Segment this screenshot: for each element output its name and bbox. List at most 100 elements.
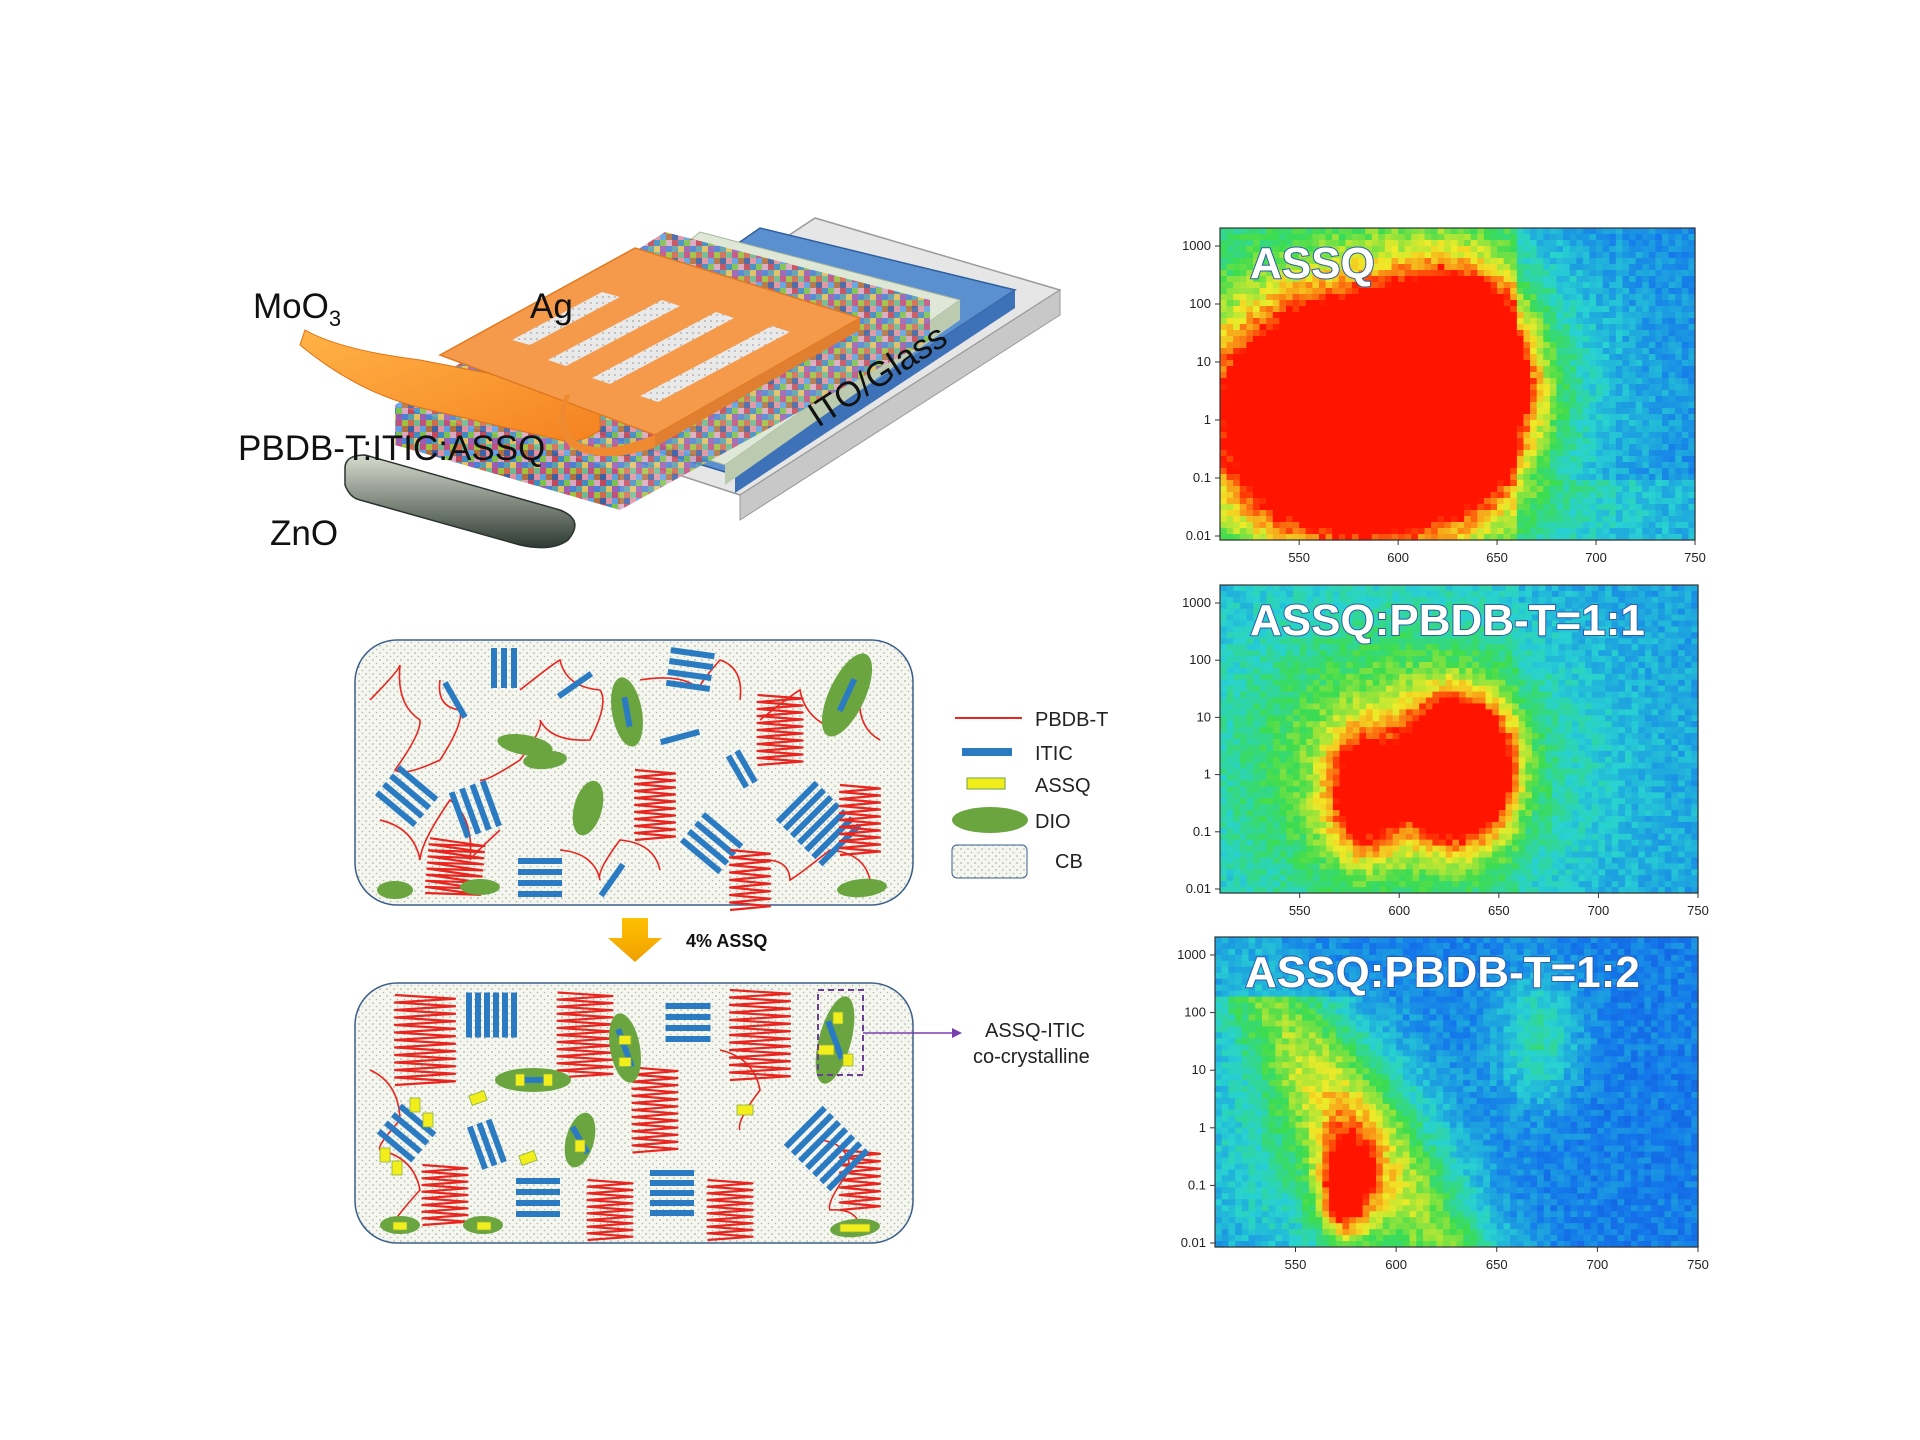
x-tick-label: 750 [1687,903,1709,918]
polymer-crystal [756,693,804,767]
y-tick-label: 1000 [1182,595,1211,610]
assq-molecule [832,1011,844,1025]
x-tick-label: 600 [1385,1257,1407,1272]
ag-electrode-side [655,318,860,447]
y-tick-label: 100 [1189,296,1211,311]
x-tick-label: 600 [1388,903,1410,918]
polymer-crystal [838,783,882,857]
active-layer-side [620,300,930,510]
x-tick-label: 750 [1687,1257,1709,1272]
legend-label-assq: ASSQ [1035,775,1091,797]
assq-molecule [543,1073,553,1087]
ag-electrode-curl [558,395,655,457]
dio-domain [497,734,553,756]
itic-molecule [556,671,594,699]
moo3-label: MoO3 [253,287,341,331]
itic-stack [679,812,744,875]
itic-stack [516,1178,560,1217]
heatmap-column: ASSQ 550 600 650 700 750 1000 100 10 1 0.1 0.01 ASSQ… [1177,227,1709,1272]
heatmap-image [1220,585,1699,894]
dio-domain [572,780,604,836]
x-tick-label: 600 [1387,550,1409,565]
assq-molecule [379,1147,391,1163]
assq-molecule [391,1160,403,1176]
x-tick-label: 550 [1289,903,1311,918]
x-tick-label: 650 [1486,1257,1508,1272]
co-crystal-highlight-box [817,989,864,1076]
heatmap-title: ASSQ:PBDB-T=1:2 [1245,948,1640,997]
itic-stack [448,779,502,839]
assq-molecule [476,1221,492,1231]
itic-stack [650,1170,694,1216]
ag-finger [640,326,790,402]
x-tick-label: 650 [1486,550,1508,565]
polymer-chain [639,659,742,701]
heatmap-title: ASSQ [1250,239,1375,288]
legend-label-cb: CB [1055,851,1083,873]
polymer-chain [559,839,661,881]
assq-molecule [392,1221,408,1231]
itic-stack [466,992,517,1038]
heatmap-panel: ASSQ:PBDB-T=1:1 550 600 650 700 750 1000 100 10 1… [1182,584,1709,918]
device-schematic: MoO3 Ag PBDB-T:ITIC:ASSQ ZnO ITO/Glass [238,217,1062,553]
y-tick-label: 0.01 [1181,1235,1206,1250]
ag-finger [592,312,734,384]
assq-molecule [842,1053,854,1067]
itic-stack [518,858,562,897]
legend-swatch-assq [966,777,1006,790]
x-tick-label: 750 [1684,550,1706,565]
glass-layer-side [739,289,1061,521]
callout-line1: ASSQ-ITIC [985,1020,1085,1042]
y-tick-label: 1 [1204,767,1211,782]
ito-layer-side [735,290,1015,493]
itic-molecule [598,862,626,898]
assq-molecule [618,1057,632,1067]
legend-label-dio: DIO [1035,811,1071,833]
itic-molecule [659,728,701,746]
y-tick-label: 0.01 [1186,881,1211,896]
arrow-label: 4% ASSQ [686,931,767,951]
heatmap-panel: ASSQ 550 600 650 700 750 1000 100 10 1 0.1 0.01 [1182,227,1706,565]
morphology-before-panel [354,639,914,912]
y-tick-label: 0.1 [1193,824,1211,839]
polymer-crystal [706,1178,754,1242]
y-tick-label: 10 [1192,1062,1206,1077]
assq-molecule [574,1139,586,1153]
x-tick-label: 650 [1488,903,1510,918]
y-tick-label: 10 [1197,354,1211,369]
legend-label-itic: ITIC [1035,743,1073,765]
y-tick-label: 1 [1204,412,1211,427]
dio-domain [460,879,500,895]
morphology-after-panel [354,982,962,1244]
itic-molecule [825,1020,845,1060]
x-tick-label: 700 [1585,550,1607,565]
y-tick-label: 100 [1189,652,1211,667]
y-tick-label: 0.1 [1193,470,1211,485]
y-tick-label: 100 [1184,1005,1206,1020]
dio-domain [523,750,567,770]
assq-molecule [817,1044,835,1056]
legend: PBDB-T ITIC ASSQ DIO CB [951,709,1108,879]
ag-finger [512,292,620,345]
polymer-crystal [421,1163,469,1227]
ag-label: Ag [530,287,573,326]
y-tick-label: 10 [1197,709,1211,724]
active-layer-front [395,405,620,510]
y-tick-label: 0.1 [1188,1177,1206,1192]
x-tick-label: 700 [1587,1257,1609,1272]
heatmap-panel: ASSQ:PBDB-T=1:2 550 600 650 700 750 1000 100 10 1… [1177,936,1709,1272]
itic-molecule [442,681,468,719]
polymer-crystal [393,993,457,1087]
assq-molecule [422,1112,434,1128]
zno-curl [344,454,576,549]
y-tick-label: 1000 [1177,947,1206,962]
y-tick-label: 0.01 [1186,528,1211,543]
polymer-crystal [728,848,772,912]
dio-domain [377,881,413,899]
legend-swatch-cb [951,844,1028,879]
heatmap-frame [1214,936,1699,1248]
heatmap-image [1220,228,1696,541]
heatmap-frame [1219,584,1699,894]
assq-molecule [468,1090,488,1106]
